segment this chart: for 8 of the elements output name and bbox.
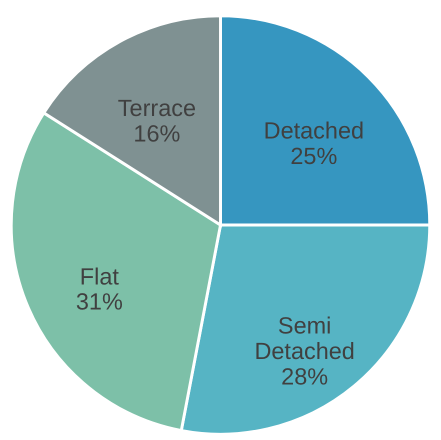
- data-label: 25%: [290, 142, 338, 169]
- data-label: 16%: [133, 120, 181, 147]
- slice-label: Flat: [80, 263, 120, 290]
- data-label: 28%: [281, 363, 328, 390]
- data-label: 31%: [76, 288, 123, 315]
- slice-label: Terrace: [118, 95, 196, 122]
- slice-label: Semi Detached: [254, 312, 355, 364]
- slice-label: Detached: [264, 118, 364, 144]
